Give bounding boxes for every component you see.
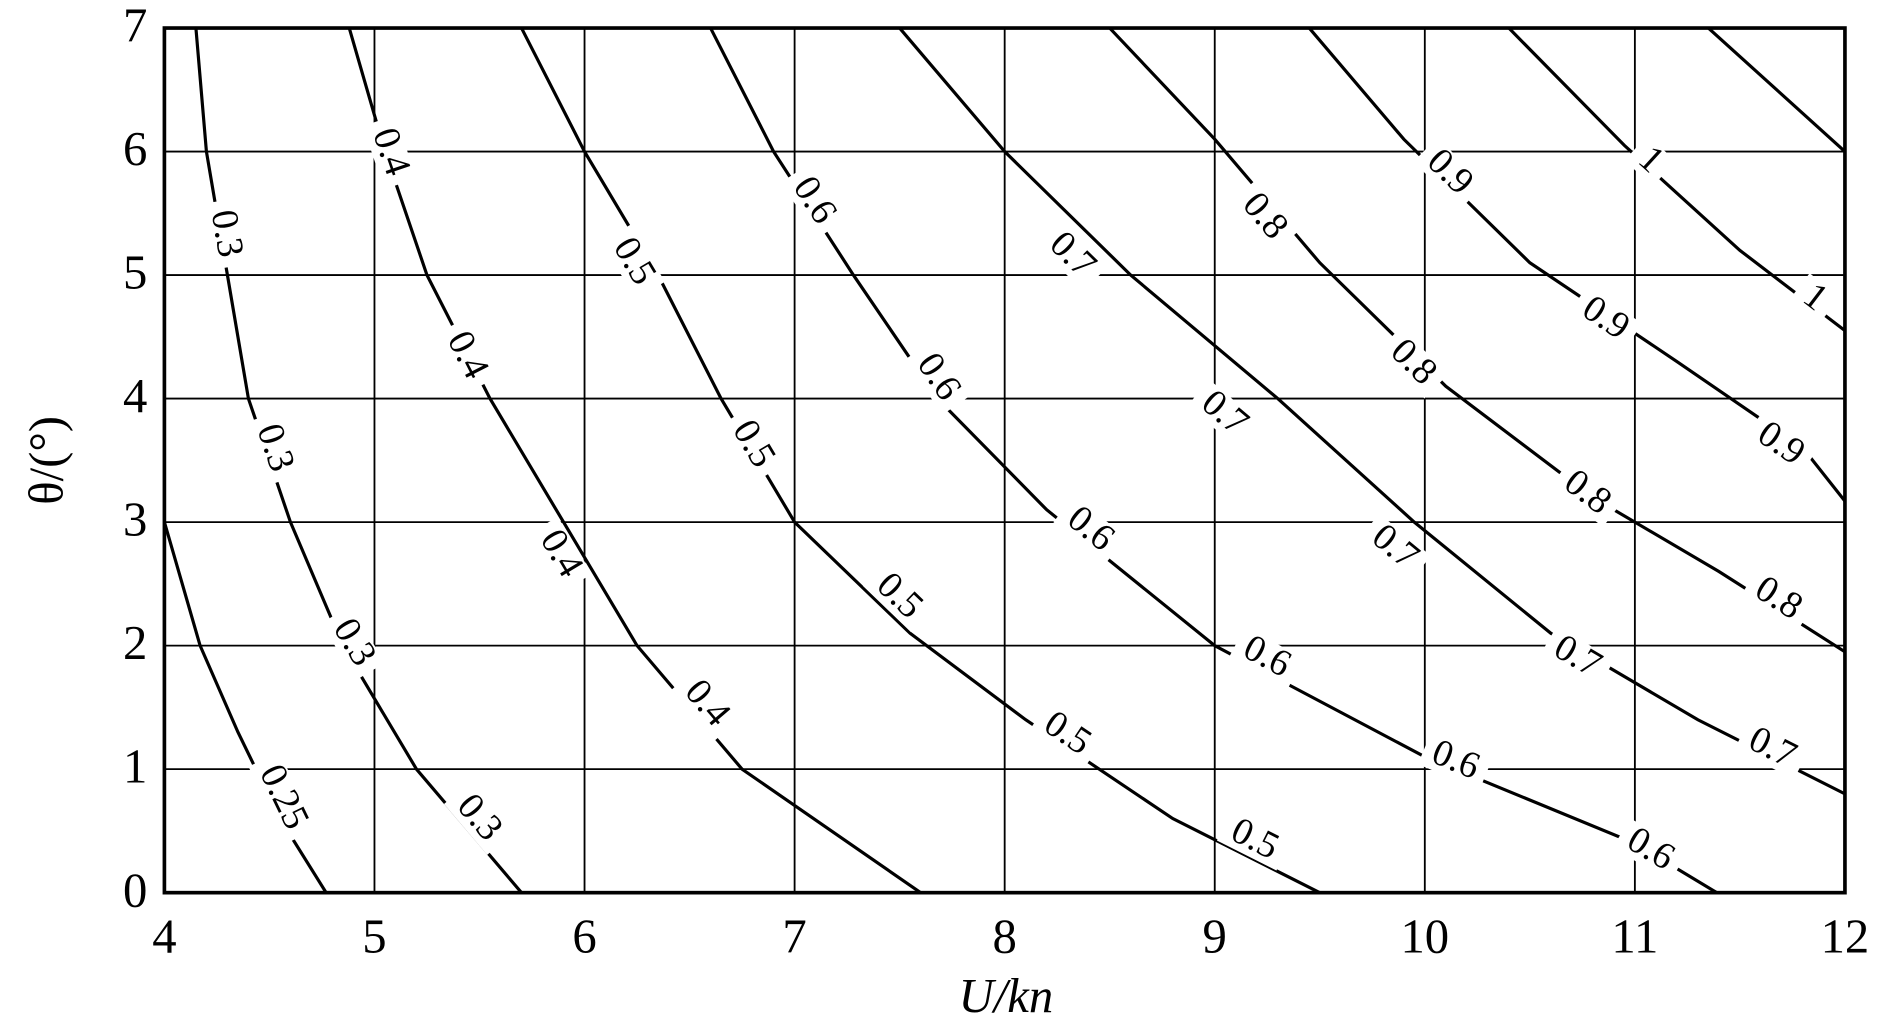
contour-label-gap: [1539, 626, 1615, 690]
contour-label-gap: [1417, 732, 1493, 790]
contour-label-group: 0.4: [436, 318, 498, 394]
contour-line: [1707, 26, 1847, 153]
contour-label-group: 0.8: [1376, 327, 1449, 399]
contour-label-group: 0.5: [1216, 809, 1292, 871]
contour-label-gap: [444, 781, 514, 855]
y-axis-label: θ/(°): [19, 416, 73, 505]
contour-label-group: 0.4: [362, 115, 419, 190]
x-tick-label: 10: [1400, 910, 1449, 964]
contour-label-gap: [362, 115, 417, 190]
contour-label-group: 0.4: [528, 516, 592, 592]
contour-label-group: 0.5: [862, 561, 935, 633]
y-tick-label: 5: [123, 246, 147, 300]
x-tick-label: 5: [362, 910, 386, 964]
contour-label-gap: [528, 516, 592, 592]
contour-label-group: 0.3: [202, 198, 252, 270]
contour-label-group: 1: [1624, 135, 1676, 187]
contour-label-group: 0.9: [1567, 286, 1643, 352]
y-tick-label: 3: [123, 493, 147, 547]
contour-label-group: 0.6: [904, 340, 971, 415]
contour-label-group: 1: [1788, 273, 1841, 324]
plot-frame: [162, 26, 1847, 895]
contour-label-gap: [1187, 379, 1261, 449]
contour-label-gap: [1549, 459, 1624, 527]
x-axis-label: U/kn: [959, 969, 1054, 1023]
contour-label-group: 0.8: [1549, 459, 1624, 527]
contour-label-gap: [1357, 513, 1431, 583]
contour-label-group: 0.8: [1740, 566, 1816, 632]
contour-label-group: 0.6: [781, 163, 846, 239]
x-tick-label: 4: [152, 910, 176, 964]
x-tick-label: 11: [1611, 910, 1658, 964]
contour-label-group: 0.7: [1035, 220, 1108, 292]
y-tick-label: 1: [123, 740, 147, 794]
contour-line: [347, 27, 922, 894]
contour-label-gap: [1035, 220, 1108, 292]
contour-label-group: 0.6: [1612, 818, 1688, 882]
contour-label-gap: [436, 318, 497, 394]
contour-label-gap: [1229, 626, 1304, 689]
contour-label-gap: [904, 340, 971, 415]
contour-label-gap: [1788, 273, 1841, 324]
x-tick-label: 8: [992, 910, 1016, 964]
contour-label-gap: [1053, 495, 1127, 564]
contour-label-gap: [671, 667, 741, 741]
contour-label-gap: [1740, 566, 1816, 632]
contour-label-group: 0.4: [671, 667, 741, 741]
contour-line: [898, 27, 1846, 796]
contour-label-gap: [720, 407, 785, 482]
contour-label-gap: [202, 198, 248, 270]
contour-label-gap: [321, 605, 385, 681]
contour-label-gap: [1624, 135, 1676, 187]
contour-label-group: 0.9: [1743, 411, 1818, 478]
contour-label-gap: [247, 411, 301, 486]
x-tick-label: 9: [1203, 910, 1227, 964]
contour-label-group: 0.5: [1029, 701, 1104, 768]
contour-label-group: 0.6: [1229, 626, 1304, 689]
contour-line: [1507, 26, 1846, 332]
contour-label-gap: [1376, 327, 1449, 399]
contour-label-gap: [1229, 180, 1299, 254]
contour-line: [162, 521, 328, 894]
contour-label-gap: [1216, 810, 1292, 871]
contour-label-group: 0.9: [1413, 137, 1485, 209]
contour-label-group: 0.5: [601, 224, 665, 300]
contour-label-group: 0.3: [444, 781, 514, 855]
x-tick-label: 7: [782, 910, 806, 964]
contour-labels: 0.25 0.3 0.3 0.3 0.3 0.4 0.4 0.4 0.4 0.5 0.5 0.5 0.5…: [202, 115, 1841, 882]
x-tick-label: 12: [1821, 910, 1870, 964]
y-tick-label: 6: [123, 122, 147, 176]
contour-label-gap: [248, 751, 317, 844]
contour-label-gap: [781, 163, 846, 239]
contour-label: 0.3: [203, 207, 252, 261]
contour-label-group: 0.25: [248, 751, 318, 844]
y-tick-label: 0: [123, 863, 147, 917]
y-tick-label: 7: [123, 0, 147, 53]
contour-label-group: 0.8: [1229, 180, 1299, 254]
contour-line: [194, 27, 523, 894]
contour-label-group: 0.3: [321, 605, 385, 681]
contour-line: [709, 27, 1718, 895]
contour-label-group: 0.3: [247, 411, 303, 486]
contour-label-gap: [1743, 411, 1818, 478]
y-tick-label: 2: [123, 616, 147, 670]
contour-line: [1108, 26, 1846, 654]
y-tick-label: 4: [123, 369, 147, 423]
contour-label-gap: [1734, 718, 1810, 780]
contour-label-gap: [1029, 701, 1104, 768]
contour-label-gap: [862, 561, 935, 633]
contour-label-gap: [1567, 286, 1643, 352]
x-tick-label: 6: [572, 910, 596, 964]
contour-label-gap: [1413, 137, 1485, 209]
contour-label-group: 0.7: [1187, 379, 1261, 449]
contour-label-group: 0.6: [1053, 495, 1127, 564]
contour-line: [520, 27, 1321, 895]
contour-label-gap: [601, 224, 665, 300]
contour-label-gap: [1612, 818, 1688, 882]
contour-label-group: 0.7: [1357, 513, 1431, 583]
